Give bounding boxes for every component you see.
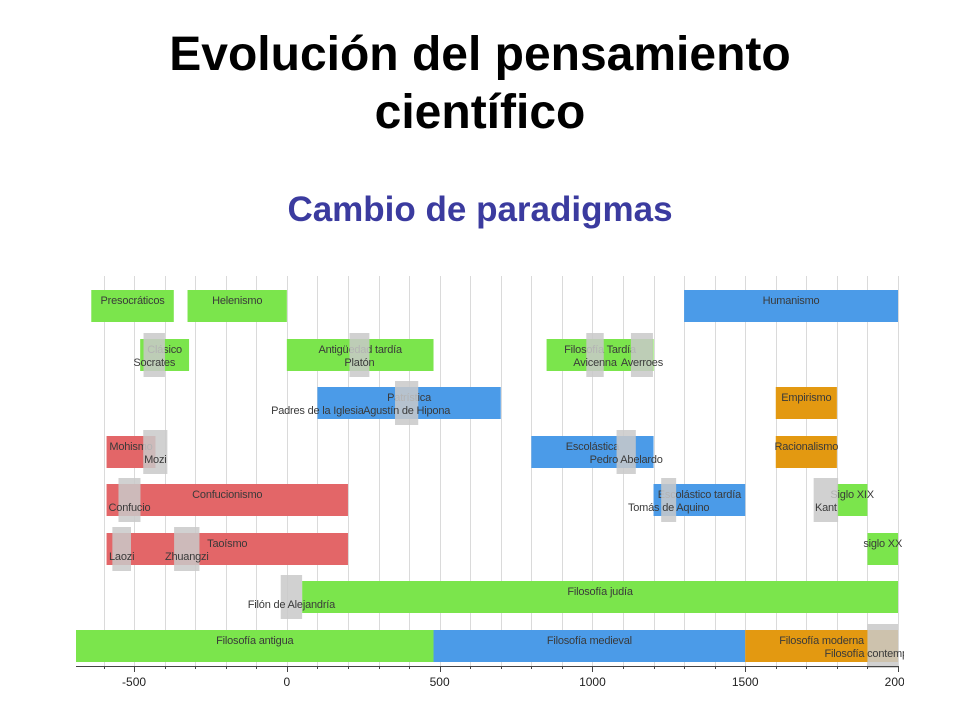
person-span [661, 478, 677, 522]
period-label: Filosofía judía [567, 586, 634, 598]
period-bar [91, 290, 174, 322]
period-bar [775, 387, 837, 419]
person-label: Tomás de Aquino [628, 502, 709, 514]
period-label: Mohismo [109, 441, 152, 453]
period-bar [836, 484, 868, 516]
period-label: Siglo XIX [830, 489, 874, 501]
person-layer: Socrates Platón Avicenna Averroes Padres de … [109, 333, 904, 668]
period-label: Filosofía moderna [779, 635, 865, 647]
period-bar [302, 581, 898, 613]
period-bar [106, 533, 348, 565]
period-label: Filosofía medieval [547, 635, 632, 647]
title-line-1: Evolución del pensamiento [169, 28, 791, 81]
period-bar [684, 290, 898, 322]
person-label: Pedro Abelardo [590, 454, 663, 466]
person-label: Filón de Alejandría [248, 599, 336, 611]
person-label: Platón [344, 357, 374, 369]
person-label: Avicenna [573, 357, 618, 369]
person-span [813, 478, 839, 522]
person-label: Socrates [133, 357, 176, 369]
period-bar [76, 630, 434, 662]
period-bar [433, 630, 746, 662]
person-span [174, 527, 200, 571]
x-axis: -500 0 500 1000 1500 2000 [76, 666, 904, 689]
period-label: Confucionismo [192, 489, 262, 501]
x-tick-label: 2000 [885, 675, 904, 689]
person-span [112, 527, 132, 571]
period-label: Racionalismo [775, 441, 839, 453]
person-label: Agustín de Hipona [363, 405, 451, 417]
period-bar [867, 533, 898, 565]
x-tick-label: -500 [122, 675, 146, 689]
period-label: Taoísmo [207, 538, 247, 550]
person-label: Padres de la Iglesia [271, 405, 365, 417]
period-label: siglo XX [863, 538, 903, 550]
person-span [867, 624, 898, 668]
x-tick-label: 1500 [732, 675, 759, 689]
period-label: Escolástica [566, 441, 621, 453]
x-tick-label: 1000 [579, 675, 606, 689]
person-span [395, 381, 419, 425]
person-span [143, 430, 168, 474]
x-tick-label: 500 [430, 675, 450, 689]
period-bar [187, 290, 287, 322]
person-label: Mozi [144, 454, 166, 466]
title-line-2: científico [374, 86, 586, 139]
period-bar [775, 436, 837, 468]
person-span [586, 333, 604, 377]
person-span [280, 575, 303, 619]
person-label: Averroes [621, 357, 664, 369]
person-span [143, 333, 165, 377]
period-layer: PresocráticosHelenismoHumanismoClásicoAn… [76, 290, 903, 662]
period-label: Presocráticos [101, 295, 166, 307]
page-title: Evolución del pensamiento científico [0, 26, 960, 142]
person-label: Confucio [109, 502, 151, 514]
person-span [616, 430, 636, 474]
period-label: Escolástico tardía [658, 489, 742, 501]
period-label: Filosofía antigua [216, 635, 294, 647]
person-span [349, 333, 370, 377]
period-bar [106, 484, 348, 516]
timeline-chart: PresocráticosHelenismoHumanismoClásicoAn… [76, 276, 904, 689]
person-span [630, 333, 653, 377]
period-label: Humanismo [763, 295, 820, 307]
person-span [118, 478, 141, 522]
person-label: Kant [815, 502, 837, 514]
page-subtitle: Cambio de paradigmas [287, 190, 673, 229]
x-tick-label: 0 [284, 675, 291, 689]
person-label: Filosofía contemporánea [824, 648, 904, 660]
period-label: Empirismo [781, 392, 831, 404]
person-label: Laozi [109, 551, 134, 563]
person-label: Zhuangzi [165, 551, 209, 563]
period-label: Helenismo [212, 295, 262, 307]
